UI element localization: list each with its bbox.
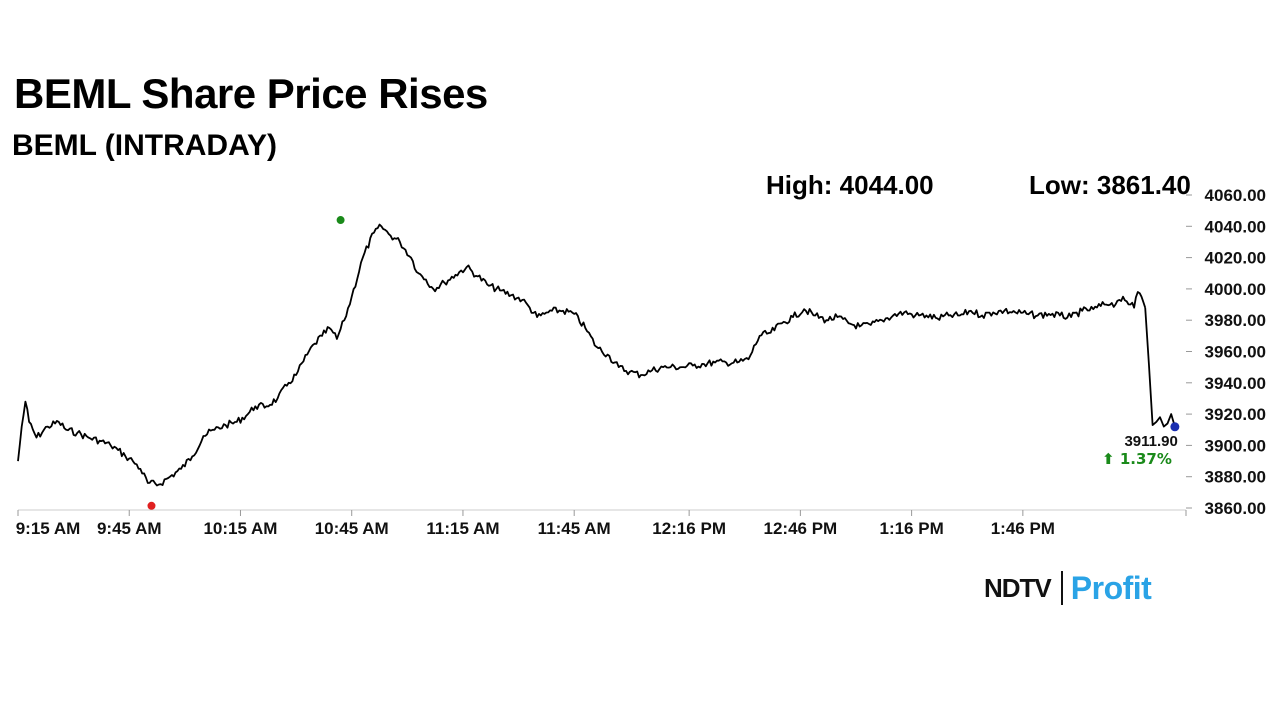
y-tick-label: 3960.00 [1205, 343, 1266, 362]
logo-profit-text: Profit [1070, 569, 1152, 606]
y-tick-label: 3860.00 [1205, 499, 1266, 518]
low-point-marker [147, 501, 156, 510]
logo-divider [1060, 571, 1063, 605]
x-tick-label: 12:16 PM [652, 519, 726, 538]
x-tick-label: 1:46 PM [991, 519, 1055, 538]
day-high-label: High: 4044.00 [766, 170, 934, 200]
x-tick-label: 12:46 PM [764, 519, 838, 538]
x-tick-label: 10:45 AM [315, 519, 389, 538]
x-tick-label: 9:15 AM [16, 519, 81, 538]
y-tick-label: 4060.00 [1205, 186, 1266, 205]
price-line [17, 223, 1147, 487]
x-tick-label: 11:15 AM [426, 519, 499, 538]
chart-subtitle: BEML (INTRADAY) [12, 129, 278, 162]
ndtv-profit-logo: NDTV Profit [984, 568, 1152, 608]
price-line [1144, 307, 1176, 428]
y-tick-label: 4020.00 [1205, 249, 1266, 268]
last-price-marker [1170, 422, 1180, 432]
y-tick-label: 3880.00 [1205, 468, 1266, 487]
x-tick-label: 11:45 AM [538, 519, 611, 538]
x-tick-label: 1:16 PM [879, 519, 943, 538]
y-tick-label: 3900.00 [1205, 436, 1266, 455]
logo-ndtv-text: NDTV [984, 572, 1052, 603]
y-tick-label: 4000.00 [1205, 280, 1266, 299]
y-tick-label: 4040.00 [1205, 217, 1266, 236]
y-tick-label: 3920.00 [1205, 405, 1266, 424]
y-tick-label: 3940.00 [1205, 374, 1266, 393]
high-point-marker [336, 216, 345, 225]
price-change-label: ⬆ 1.37% [1102, 450, 1172, 468]
chart-title: BEML Share Price Rises [14, 70, 488, 117]
day-low-label: Low: 3861.40 [1029, 170, 1191, 200]
last-price-label: 3911.90 [1124, 433, 1177, 450]
x-tick-label: 9:45 AM [97, 519, 162, 538]
x-tick-label: 10:15 AM [203, 519, 277, 538]
y-tick-label: 3980.00 [1205, 311, 1266, 330]
